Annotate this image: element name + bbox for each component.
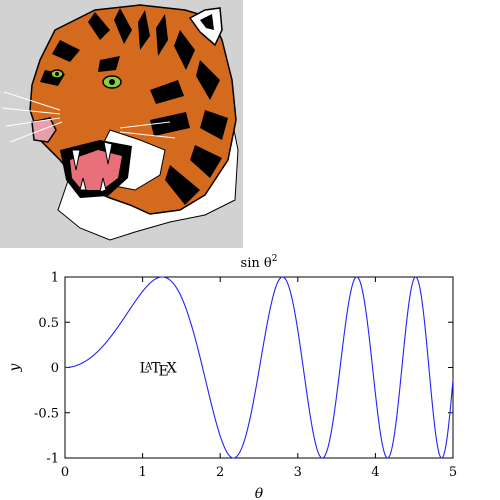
chart-title-text: sin θ	[241, 256, 272, 271]
tiger-eyes	[50, 69, 122, 89]
tiger-illustration	[1, 4, 239, 241]
latex-letter: E	[158, 364, 168, 380]
chart-title: sin θ2	[241, 254, 278, 271]
x-tick-label: 0	[61, 465, 69, 480]
y-tick-label: 0	[51, 361, 59, 376]
x-tick-label: 3	[294, 465, 302, 480]
x-tick-label: 4	[371, 465, 379, 480]
tiger-image-panel	[0, 0, 243, 248]
x-tick-label: 5	[449, 465, 457, 480]
latex-letter: X	[167, 361, 177, 377]
x-axis-label: θ	[255, 486, 264, 500]
y-tick-label: 0.5	[38, 316, 59, 331]
chart-title-exponent: 2	[272, 254, 278, 264]
y-axis-label: y	[7, 362, 23, 372]
latex-letter: A	[144, 362, 153, 373]
y-tick-label: 1	[51, 271, 59, 286]
latex-annotation: LATEX	[140, 361, 177, 380]
tiger-nose	[31, 117, 57, 143]
series-line	[65, 276, 454, 459]
tiger-stripes	[40, 8, 228, 205]
x-tick-label: 2	[216, 465, 224, 480]
latex-letter: L	[140, 361, 149, 377]
tiger-teeth	[71, 141, 113, 193]
y-tick-label: -1	[46, 452, 59, 467]
x-tick-label: 1	[138, 465, 146, 480]
tiger-whiskers	[1, 91, 176, 143]
latex-letter: T	[151, 361, 161, 377]
y-tick-label: -0.5	[34, 406, 59, 421]
